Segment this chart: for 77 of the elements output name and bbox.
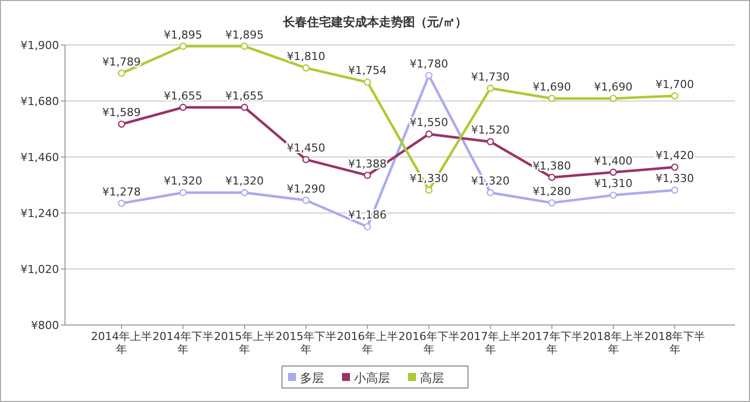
y-tick-label: ¥1,240 <box>20 207 59 220</box>
x-tick-label: 2015年下半年 <box>274 330 338 356</box>
point <box>425 130 432 138</box>
data-label: ¥1,380 <box>532 159 572 172</box>
point <box>240 42 248 50</box>
chart-title: 长春住宅建安成本走势图（元/㎡） <box>282 15 468 29</box>
y-tick-label: ¥800 <box>31 319 59 332</box>
y-tick-label: ¥1,900 <box>20 39 59 52</box>
point <box>548 94 556 102</box>
data-label: ¥1,310 <box>594 177 633 190</box>
data-label: ¥1,754 <box>348 64 387 78</box>
legend-label: 多层 <box>300 371 324 385</box>
point <box>364 223 372 230</box>
data-label: ¥1,690 <box>594 80 633 94</box>
data-label: ¥1,789 <box>102 55 141 68</box>
data-label: ¥1,895 <box>164 28 202 42</box>
x-tick-label: 2017年下半年 <box>520 330 584 356</box>
data-label: ¥1,655 <box>164 89 202 102</box>
data-label: ¥1,895 <box>225 28 264 42</box>
x-tick-label: 2015年上半年 <box>213 330 276 356</box>
point <box>364 172 372 179</box>
data-label: ¥1,810 <box>286 50 326 63</box>
data-label: ¥1,780 <box>410 58 448 71</box>
legend-label: 小高层 <box>354 371 390 385</box>
point <box>610 192 617 199</box>
x-tick-label: 2017年上半年 <box>459 330 522 356</box>
x-tick-label: 2018年下半年 <box>644 330 706 356</box>
data-label: ¥1,290 <box>286 182 326 196</box>
point <box>610 168 617 176</box>
point <box>671 186 678 194</box>
point <box>486 189 494 196</box>
data-label: ¥1,730 <box>471 70 510 84</box>
x-tick-label: 2014年上半年 <box>90 330 153 356</box>
y-tick-label: ¥1,020 <box>20 263 59 276</box>
data-label: ¥1,400 <box>594 154 633 168</box>
point <box>548 199 556 206</box>
data-label: ¥1,690 <box>532 80 572 94</box>
x-tick-label: 2014年下半年 <box>152 330 214 356</box>
point <box>118 200 126 207</box>
point <box>302 196 310 204</box>
point <box>671 92 678 100</box>
point <box>240 189 248 196</box>
y-tick-label: ¥1,680 <box>20 95 59 108</box>
x-tick-label: 2018年上半年 <box>582 330 645 356</box>
data-label: ¥1,320 <box>164 174 202 188</box>
point <box>302 64 310 72</box>
point <box>425 186 432 194</box>
point <box>425 72 432 80</box>
data-label: ¥1,420 <box>656 149 694 162</box>
data-label: ¥1,320 <box>225 174 264 188</box>
point <box>240 104 248 111</box>
x-tick-label: 2016年上半年 <box>336 330 399 356</box>
point <box>671 164 678 171</box>
point <box>610 94 617 102</box>
data-label: ¥1,589 <box>102 106 141 120</box>
data-label: ¥1,280 <box>532 184 572 198</box>
point <box>302 156 310 164</box>
point <box>548 174 556 181</box>
data-label: ¥1,520 <box>471 124 510 137</box>
x-tick-label: 2016年下半年 <box>398 330 460 356</box>
data-label: ¥1,186 <box>348 208 387 222</box>
point <box>486 84 494 92</box>
data-label: ¥1,655 <box>225 89 264 102</box>
point <box>364 78 372 86</box>
point <box>118 70 126 77</box>
point <box>179 104 187 111</box>
data-label: ¥1,330 <box>656 172 694 186</box>
legend-label: 高层 <box>420 371 444 385</box>
data-label: ¥1,550 <box>410 116 448 130</box>
data-label: ¥1,278 <box>102 185 141 198</box>
y-tick-label: ¥1,460 <box>20 151 59 164</box>
point <box>118 120 126 128</box>
point <box>179 42 187 50</box>
data-label: ¥1,700 <box>656 78 694 91</box>
point <box>179 189 187 196</box>
point <box>486 138 494 146</box>
data-label: ¥1,320 <box>471 174 510 188</box>
